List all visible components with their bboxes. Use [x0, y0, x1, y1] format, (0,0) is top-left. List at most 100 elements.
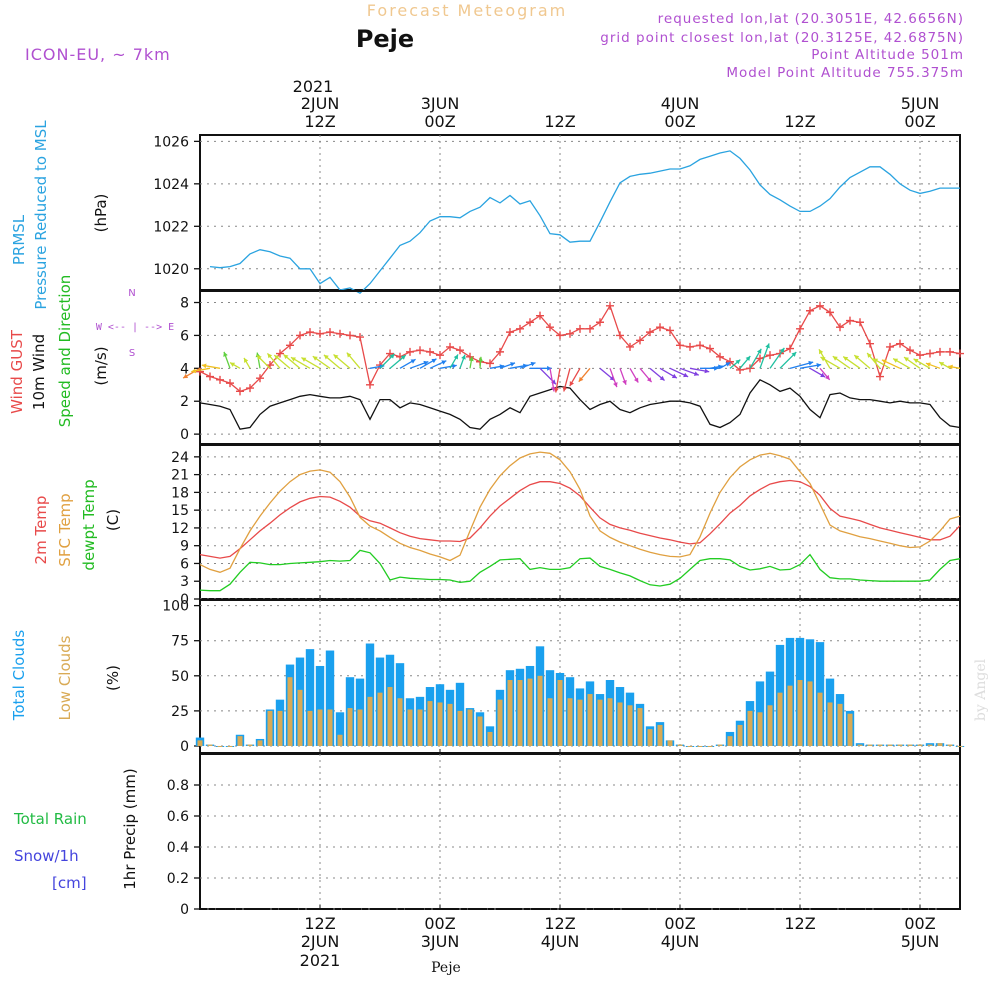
- gust-point: [496, 347, 504, 356]
- gust-point: [616, 331, 624, 340]
- wind-arrow-head: [312, 356, 318, 361]
- ylabel-prmsl: PRMSL: [10, 214, 28, 265]
- low-cloud-bar: [557, 680, 563, 746]
- gust-point: [856, 318, 864, 327]
- top-tick-hour: 12Z: [784, 112, 815, 131]
- gust-point: [636, 336, 644, 345]
- y-tick-label: 0.2: [167, 871, 189, 887]
- top-tick-day: 5JUN: [901, 94, 940, 113]
- y-tick-label: 8: [180, 296, 189, 312]
- low-cloud-bar: [537, 675, 543, 746]
- gust-point: [546, 323, 554, 332]
- info-line-2: grid point closest lon,lat (20.3125E, 42…: [600, 30, 964, 46]
- gust-point: [336, 329, 344, 338]
- wind-arrow-head: [925, 362, 931, 367]
- low-cloud-bar: [277, 710, 283, 746]
- wind-arrow-head: [613, 382, 618, 388]
- wind-arrow-head: [510, 362, 516, 367]
- series-line-dewpt-temp: [199, 549, 961, 592]
- low-cloud-bar: [887, 744, 893, 746]
- low-cloud-bar: [847, 713, 853, 746]
- gust-point: [586, 324, 594, 333]
- gust-point: [796, 324, 804, 333]
- gust-point: [246, 384, 254, 393]
- gust-point: [576, 324, 584, 333]
- low-cloud-bar: [377, 692, 383, 746]
- wind-arrow-head: [267, 353, 273, 359]
- low-cloud-bar: [567, 698, 573, 746]
- low-cloud-bar: [267, 710, 273, 746]
- wind-arrow-head: [562, 386, 568, 392]
- total-cloud-bar: [335, 712, 345, 746]
- faded-title: Forecast Meteogram: [367, 1, 567, 20]
- gust-point: [676, 341, 684, 350]
- compass-we: W <-- | --> E: [96, 322, 174, 333]
- wind-arrow-head: [867, 353, 872, 358]
- wind-arrow-head: [274, 355, 280, 360]
- panel-frame: [199, 134, 961, 291]
- low-cloud-bar: [517, 680, 523, 746]
- gust-point: [226, 379, 234, 388]
- compass-n: N: [128, 288, 135, 299]
- wind-arrow-head: [461, 354, 466, 360]
- low-cloud-bar: [957, 745, 963, 747]
- gust-point: [556, 331, 564, 340]
- y-tick-label: 9: [180, 539, 189, 555]
- wind-arrow-head: [389, 353, 395, 359]
- ylabel-precip: 1hr Precip (mm): [121, 768, 139, 889]
- low-cloud-bar: [697, 745, 703, 747]
- ylabel-hpa: (hPa): [92, 194, 110, 233]
- info-line-4: Model Point Altitude 755.375m: [726, 65, 964, 81]
- low-cloud-bar: [577, 699, 583, 746]
- wind-arrow-head: [745, 356, 751, 361]
- low-cloud-bar: [257, 740, 263, 746]
- gust-point: [716, 352, 724, 361]
- low-cloud-bar: [397, 698, 403, 746]
- y-tick-label: 1020: [153, 262, 189, 278]
- low-cloud-bar: [337, 734, 343, 746]
- wind-arrow-head: [693, 371, 699, 376]
- wind-arrow-head: [646, 377, 652, 383]
- gust-point: [566, 329, 574, 338]
- wind-arrow-head: [223, 351, 228, 357]
- bottom-tick-label: 2JUN: [301, 932, 340, 951]
- panel-frame: [199, 753, 961, 910]
- wind-arrow-head: [854, 355, 860, 360]
- low-cloud-bar: [647, 729, 653, 746]
- gust-point: [846, 316, 854, 325]
- gust-point: [656, 323, 664, 332]
- wind-arrow-head: [816, 362, 822, 368]
- bottom-tick-label: 00Z: [664, 914, 695, 933]
- total-cloud-bar: [365, 643, 375, 746]
- y-tick-label: 1024: [153, 177, 189, 193]
- wind-arrow: [759, 343, 770, 369]
- top-tick-hour: 00Z: [904, 112, 935, 131]
- low-cloud-bar: [417, 709, 423, 746]
- series-line-prmsl: [209, 150, 960, 294]
- y-tick-label: 12: [171, 521, 189, 537]
- series-line-2m-temp: [199, 479, 961, 559]
- ylabel-sfc-temp: SFC Temp: [56, 493, 74, 566]
- low-cloud-bar: [587, 694, 593, 746]
- low-cloud-bar: [777, 692, 783, 746]
- ylabel-pressure: Pressure Reduced to MSL: [32, 120, 50, 310]
- panel-pressure: 1020 1022 1024 1026 PRMSL Pressure Reduced to…: [10, 120, 961, 310]
- low-cloud-bar: [797, 680, 803, 746]
- wind-arrow-head: [301, 357, 307, 362]
- low-cloud-bar: [917, 744, 923, 746]
- low-cloud-bar: [437, 702, 443, 746]
- low-cloud-bar: [287, 677, 293, 746]
- gust-point: [286, 341, 294, 350]
- wind-arrow-head: [452, 363, 457, 369]
- credit-label: by Angel: [973, 658, 989, 721]
- low-cloud-bar: [677, 744, 683, 746]
- y-tick-label: 24: [171, 450, 189, 466]
- y-tick-label: 6: [180, 328, 189, 344]
- gust-point: [626, 342, 634, 351]
- wind-arrow-head: [410, 359, 416, 364]
- wind-arrow-head: [423, 360, 429, 366]
- wind-arrow-head: [819, 349, 824, 355]
- y-tick-label: 0.8: [167, 778, 189, 794]
- top-tick-hour: 12Z: [304, 112, 335, 131]
- total-cloud-bar: [325, 650, 335, 746]
